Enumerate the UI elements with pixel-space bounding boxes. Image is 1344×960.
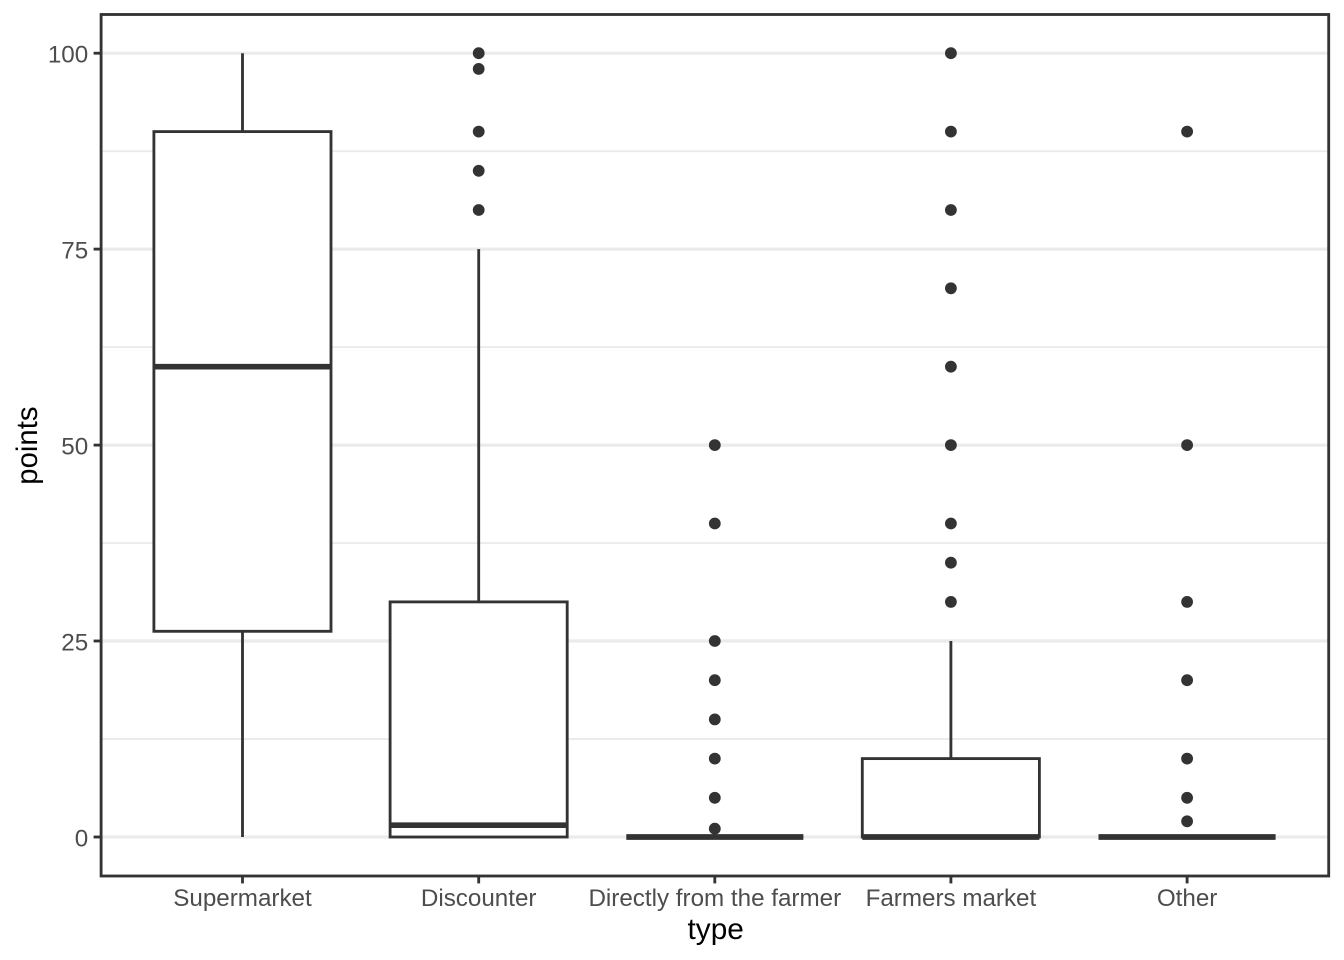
- svg-text:0: 0: [75, 825, 88, 852]
- svg-text:Directly from the farmer: Directly from the farmer: [588, 885, 841, 912]
- svg-text:50: 50: [61, 433, 88, 460]
- svg-text:Other: Other: [1157, 885, 1218, 912]
- svg-text:Discounter: Discounter: [421, 885, 537, 912]
- svg-text:points: points: [11, 407, 44, 485]
- svg-text:75: 75: [61, 237, 88, 264]
- svg-text:Supermarket: Supermarket: [173, 885, 312, 912]
- svg-text:Farmers market: Farmers market: [866, 885, 1037, 912]
- svg-text:type: type: [688, 913, 744, 946]
- svg-text:100: 100: [48, 42, 88, 69]
- svg-text:25: 25: [61, 629, 88, 656]
